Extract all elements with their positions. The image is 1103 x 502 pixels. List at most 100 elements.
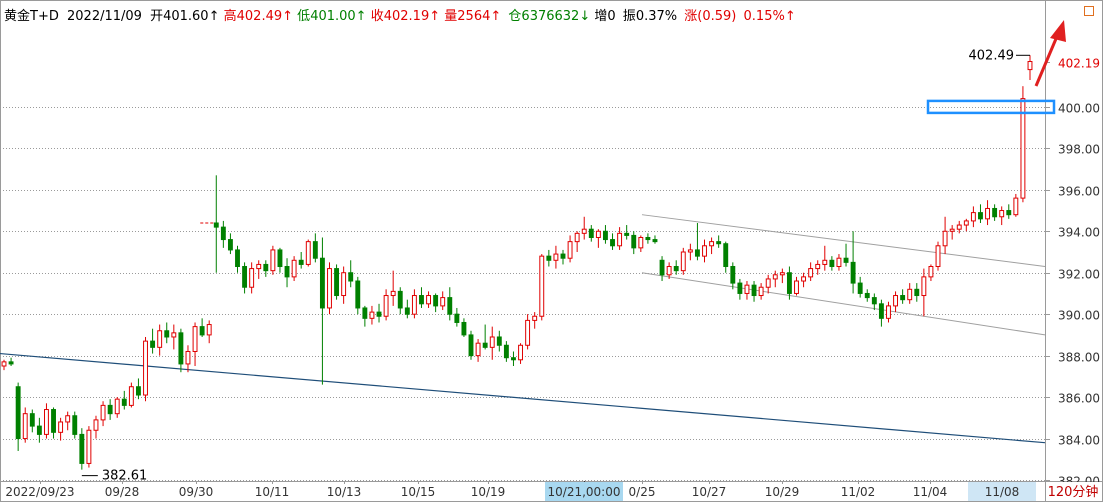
candle (603, 225, 608, 244)
candle-body (794, 280, 799, 294)
y-tick-label: 392.00 (1058, 268, 1100, 282)
candle-body (864, 292, 870, 299)
candle (709, 237, 715, 255)
candle (751, 281, 757, 302)
candle-body (949, 228, 955, 232)
candle-body (362, 307, 368, 319)
candle (185, 345, 191, 373)
channel-lower-line[interactable] (641, 272, 1046, 336)
close-label: 收 (371, 9, 384, 24)
candle (390, 270, 396, 306)
candle-body (284, 266, 290, 278)
candle-body (114, 398, 120, 415)
candle (730, 262, 736, 290)
candle (199, 318, 205, 337)
candle-body (716, 241, 722, 245)
x-tick-label: 11/04 (913, 485, 948, 499)
candle (893, 291, 899, 313)
candle-body (404, 307, 410, 315)
candle (1013, 193, 1019, 217)
candle (121, 390, 127, 410)
position-label: 仓 (508, 9, 521, 24)
candle-body (249, 268, 255, 288)
panel-toggle-icon[interactable] (1084, 6, 1094, 16)
candle (312, 233, 318, 263)
candle-body (560, 253, 566, 259)
candle-body (985, 207, 990, 220)
period-box[interactable] (1046, 482, 1102, 501)
candle (86, 426, 92, 468)
candle (857, 276, 863, 298)
channel-upper-line[interactable] (641, 214, 1046, 268)
candle (489, 326, 495, 360)
candle-body (779, 272, 785, 276)
candle-body (751, 284, 757, 297)
change-value: (0.59) (697, 9, 736, 24)
candle (985, 200, 990, 226)
candle (164, 322, 170, 344)
candle-body (107, 404, 113, 415)
low-value: 401.00↑ (310, 9, 366, 24)
candle-body (270, 249, 276, 272)
candle-body (928, 266, 934, 278)
candle-body (680, 251, 686, 272)
candle (978, 204, 983, 223)
candle (383, 289, 389, 321)
candle (157, 324, 163, 356)
y-tick-label: 400.00 (1058, 102, 1100, 116)
candle-body (801, 276, 807, 282)
candle-body (709, 241, 715, 247)
candle (419, 287, 424, 308)
trend-line[interactable] (0, 352, 1046, 444)
candle-body (666, 266, 672, 276)
candle-body (327, 268, 332, 309)
candle (369, 305, 375, 325)
candle (999, 206, 1005, 226)
candle-body (914, 288, 920, 297)
candle (595, 229, 601, 248)
candle-body (999, 210, 1005, 218)
candle-body (235, 249, 240, 268)
candle (518, 343, 523, 364)
candle (100, 401, 106, 427)
candle (291, 256, 297, 282)
candle-body (440, 297, 446, 307)
y-tick-label: 388.00 (1058, 351, 1100, 365)
volume-value: 2564↑ (457, 9, 501, 24)
candle (447, 287, 453, 321)
candle-body (652, 239, 658, 243)
candle-body (992, 207, 998, 218)
candle-body (843, 257, 849, 263)
volume-label: 量 (444, 9, 457, 24)
candle-body (737, 282, 743, 294)
candle-body (482, 342, 488, 348)
candle (411, 289, 417, 319)
candle-body (369, 311, 375, 319)
candle-body (850, 261, 856, 284)
candle (58, 417, 64, 441)
candle-body (277, 249, 283, 268)
candle (822, 245, 828, 271)
candle-body (58, 421, 64, 433)
candle-body (815, 263, 821, 270)
candle-body (128, 386, 134, 406)
candle-body (227, 239, 233, 251)
candle-body (192, 326, 198, 352)
highlight-box[interactable] (926, 99, 1056, 115)
candle-body (341, 272, 347, 297)
candle (277, 247, 283, 273)
candle (581, 216, 587, 240)
candle (334, 264, 340, 300)
candle-body (511, 357, 516, 361)
candle (928, 264, 934, 282)
high-label: 高 (224, 8, 237, 24)
candle (107, 399, 113, 420)
candle (263, 260, 269, 277)
period-label[interactable]: 120分钟 (1048, 484, 1099, 500)
candle (631, 231, 637, 255)
candle (744, 281, 750, 300)
candle-body (256, 263, 262, 270)
position-value: 6376632↓ (521, 9, 590, 24)
